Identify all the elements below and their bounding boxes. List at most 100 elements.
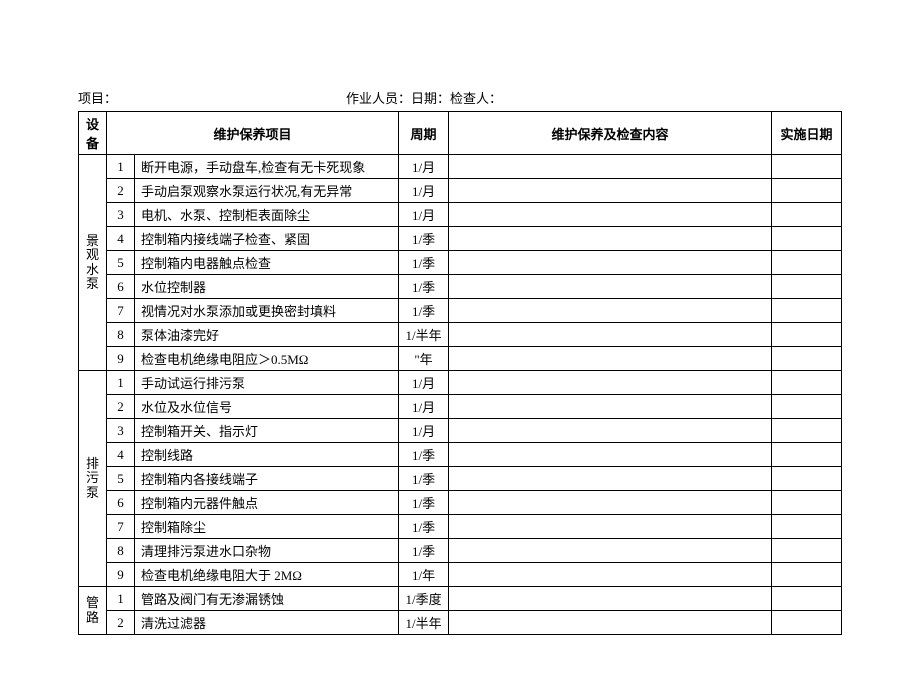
- table-row: 9检查电机绝缘电阻应＞0.5MΩ"年: [79, 347, 842, 371]
- content-cell: [449, 275, 772, 299]
- date-cell: [772, 539, 842, 563]
- col-date: 实施日期: [772, 112, 842, 155]
- table-row: 景观水泵1断开电源，手动盘车,检查有无卡死现象1/月: [79, 155, 842, 179]
- period-cell: 1/月: [399, 179, 449, 203]
- content-cell: [449, 515, 772, 539]
- item-cell: 控制箱内接线端子检查、紧固: [135, 227, 399, 251]
- period-cell: 1/月: [399, 419, 449, 443]
- header-rest: 作业人员：日期：检查人：: [346, 88, 842, 107]
- table-row: 3电机、水泵、控制柜表面除尘1/月: [79, 203, 842, 227]
- content-cell: [449, 203, 772, 227]
- row-number: 8: [107, 323, 135, 347]
- date-cell: [772, 227, 842, 251]
- item-cell: 控制箱开关、指示灯: [135, 419, 399, 443]
- equipment-cell: 景观水泵: [79, 155, 107, 371]
- row-number: 7: [107, 515, 135, 539]
- operator-label: 作业人员：: [346, 91, 411, 106]
- date-cell: [772, 275, 842, 299]
- period-cell: 1/季度: [399, 587, 449, 611]
- item-cell: 视情况对水泵添加或更换密封填料: [135, 299, 399, 323]
- period-cell: "年: [399, 347, 449, 371]
- date-cell: [772, 251, 842, 275]
- period-cell: 1/季: [399, 539, 449, 563]
- equipment-cell: 排污泵: [79, 371, 107, 587]
- table-row: 排污泵1手动试运行排污泵1/月: [79, 371, 842, 395]
- table-row: 6控制箱内元器件触点1/季: [79, 491, 842, 515]
- period-cell: 1/季: [399, 251, 449, 275]
- header-line: 项目： 作业人员：日期：检查人：: [78, 88, 842, 107]
- date-cell: [772, 155, 842, 179]
- content-cell: [449, 443, 772, 467]
- date-cell: [772, 491, 842, 515]
- item-cell: 控制箱内元器件触点: [135, 491, 399, 515]
- table-row: 3控制箱开关、指示灯1/月: [79, 419, 842, 443]
- row-number: 5: [107, 467, 135, 491]
- equipment-cell: 管路: [79, 587, 107, 635]
- content-cell: [449, 611, 772, 635]
- date-label: 日期：: [411, 91, 450, 106]
- content-cell: [449, 323, 772, 347]
- item-cell: 清理排污泵进水口杂物: [135, 539, 399, 563]
- table-row: 4控制箱内接线端子检查、紧固1/季: [79, 227, 842, 251]
- content-cell: [449, 179, 772, 203]
- project-label: 项目：: [78, 88, 346, 107]
- item-cell: 泵体油漆完好: [135, 323, 399, 347]
- item-cell: 控制箱除尘: [135, 515, 399, 539]
- maintenance-table: 设备 维护保养项目 周期 维护保养及检查内容 实施日期 景观水泵1断开电源，手动…: [78, 111, 842, 635]
- content-cell: [449, 563, 772, 587]
- content-cell: [449, 251, 772, 275]
- row-number: 3: [107, 203, 135, 227]
- period-cell: 1/半年: [399, 611, 449, 635]
- item-cell: 断开电源，手动盘车,检查有无卡死现象: [135, 155, 399, 179]
- period-cell: 1/季: [399, 491, 449, 515]
- col-content: 维护保养及检查内容: [449, 112, 772, 155]
- table-row: 8清理排污泵进水口杂物1/季: [79, 539, 842, 563]
- date-cell: [772, 323, 842, 347]
- row-number: 1: [107, 155, 135, 179]
- period-cell: 1/季: [399, 227, 449, 251]
- table-row: 8泵体油漆完好1/半年: [79, 323, 842, 347]
- table-row: 7控制箱除尘1/季: [79, 515, 842, 539]
- col-period: 周期: [399, 112, 449, 155]
- row-number: 4: [107, 227, 135, 251]
- row-number: 8: [107, 539, 135, 563]
- row-number: 5: [107, 251, 135, 275]
- table-row: 2清洗过滤器1/半年: [79, 611, 842, 635]
- row-number: 7: [107, 299, 135, 323]
- date-cell: [772, 203, 842, 227]
- period-cell: 1/年: [399, 563, 449, 587]
- row-number: 6: [107, 491, 135, 515]
- item-cell: 电机、水泵、控制柜表面除尘: [135, 203, 399, 227]
- content-cell: [449, 347, 772, 371]
- period-cell: 1/半年: [399, 323, 449, 347]
- table-row: 9检查电机绝缘电阻大于 2MΩ1/年: [79, 563, 842, 587]
- item-cell: 手动试运行排污泵: [135, 371, 399, 395]
- content-cell: [449, 395, 772, 419]
- period-cell: 1/季: [399, 467, 449, 491]
- item-cell: 检查电机绝缘电阻大于 2MΩ: [135, 563, 399, 587]
- table-row: 2水位及水位信号1/月: [79, 395, 842, 419]
- table-row: 5控制箱内各接线端子1/季: [79, 467, 842, 491]
- content-cell: [449, 371, 772, 395]
- date-cell: [772, 515, 842, 539]
- period-cell: 1/季: [399, 275, 449, 299]
- inspector-label: 检查人：: [450, 91, 502, 106]
- date-cell: [772, 179, 842, 203]
- period-cell: 1/季: [399, 299, 449, 323]
- date-cell: [772, 563, 842, 587]
- item-cell: 控制箱内各接线端子: [135, 467, 399, 491]
- content-cell: [449, 491, 772, 515]
- period-cell: 1/月: [399, 203, 449, 227]
- content-cell: [449, 467, 772, 491]
- item-cell: 检查电机绝缘电阻应＞0.5MΩ: [135, 347, 399, 371]
- date-cell: [772, 443, 842, 467]
- content-cell: [449, 587, 772, 611]
- period-cell: 1/月: [399, 371, 449, 395]
- period-cell: 1/季: [399, 515, 449, 539]
- content-cell: [449, 419, 772, 443]
- period-cell: 1/季: [399, 443, 449, 467]
- table-row: 4控制线路1/季: [79, 443, 842, 467]
- date-cell: [772, 395, 842, 419]
- item-cell: 控制箱内电器触点检查: [135, 251, 399, 275]
- table-header-row: 设备 维护保养项目 周期 维护保养及检查内容 实施日期: [79, 112, 842, 155]
